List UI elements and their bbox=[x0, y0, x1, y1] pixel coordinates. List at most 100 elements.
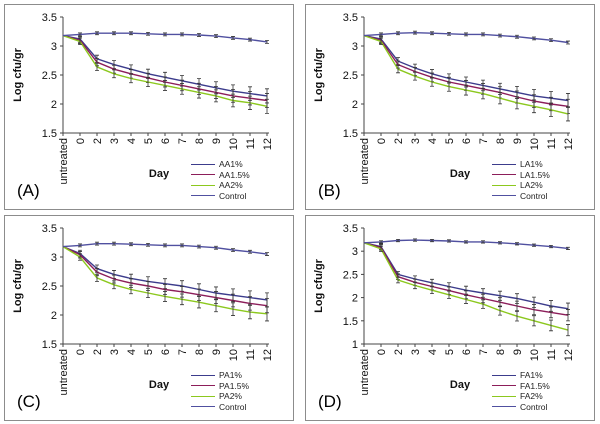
error-bar bbox=[413, 71, 417, 81]
legend-label: Control bbox=[520, 401, 548, 412]
y-tick-label: 3.5 bbox=[42, 12, 57, 24]
y-axis-label: Log cfu/gr bbox=[12, 47, 24, 101]
error-bar bbox=[498, 33, 502, 38]
error-bar bbox=[231, 248, 235, 252]
error-bar bbox=[379, 245, 383, 252]
x-tick-label: 0 bbox=[75, 138, 87, 144]
x-tick-label: untreated bbox=[359, 349, 371, 395]
x-axis-label: Day bbox=[149, 379, 170, 391]
y-tick-label: 3.5 bbox=[42, 223, 57, 235]
error-bar bbox=[265, 252, 269, 256]
error-bar bbox=[163, 80, 167, 91]
y-tick-label: 2 bbox=[51, 99, 57, 111]
x-tick-label: 7 bbox=[177, 138, 189, 144]
error-bar bbox=[566, 309, 570, 322]
panel-label: (B) bbox=[318, 181, 341, 200]
x-tick-label: untreated bbox=[58, 138, 70, 184]
legend-label: FA1% bbox=[520, 370, 543, 381]
y-tick-label: 3 bbox=[51, 252, 57, 264]
legend-entry: PA1.5% bbox=[191, 381, 249, 392]
y-tick-label: 1.5 bbox=[42, 128, 57, 140]
legend-swatch bbox=[191, 184, 215, 186]
legend-entry: Control bbox=[492, 402, 550, 413]
x-tick-label: 2 bbox=[92, 138, 104, 144]
legend-label: Control bbox=[520, 190, 548, 201]
y-tick-label: 1.5 bbox=[343, 128, 358, 140]
legend-entry: AA1% bbox=[191, 159, 250, 170]
error-bar bbox=[197, 244, 201, 249]
error-bar bbox=[447, 239, 451, 243]
y-axis-label: Log cfu/gr bbox=[12, 258, 24, 312]
y-tick-label: 2 bbox=[51, 310, 57, 322]
error-bar bbox=[265, 98, 269, 114]
error-bar bbox=[413, 30, 417, 35]
x-tick-label: 4 bbox=[126, 349, 138, 355]
y-tick-label: 2.5 bbox=[42, 70, 57, 82]
error-bar bbox=[464, 32, 468, 37]
x-tick-label: 10 bbox=[529, 138, 541, 150]
legend-label: PA2% bbox=[219, 391, 242, 402]
y-tick-label: 1.5 bbox=[42, 339, 57, 351]
x-tick-label: 5 bbox=[444, 138, 456, 144]
error-bar bbox=[146, 242, 150, 247]
error-bar bbox=[248, 95, 252, 110]
x-tick-label: 7 bbox=[177, 349, 189, 355]
error-bar bbox=[146, 31, 150, 36]
x-tick-label: 2 bbox=[92, 349, 104, 355]
x-tick-label: 11 bbox=[245, 138, 257, 149]
legend-swatch bbox=[492, 163, 516, 165]
error-bar bbox=[95, 241, 99, 246]
x-tick-label: 0 bbox=[376, 138, 388, 144]
chart-panel-a: 1.5 2 2.5 3 3.5 Log cfu/gr untreated 0 2 3 4 5 6 7 8 9 1… bbox=[4, 4, 294, 210]
error-bar bbox=[532, 243, 536, 247]
error-bar bbox=[265, 306, 269, 322]
error-bar bbox=[112, 280, 116, 290]
error-bar bbox=[413, 238, 417, 242]
chart-panel-b: 1.5 2 2.5 3 3.5 Log cfu/gr untreated 0 2 3 4 5 6 7 8 9 1… bbox=[305, 4, 595, 210]
error-bar bbox=[197, 33, 201, 37]
error-bar bbox=[430, 77, 434, 87]
panel-label: (A) bbox=[17, 181, 40, 200]
x-tick-label: 12 bbox=[262, 138, 274, 150]
error-bar bbox=[163, 291, 167, 302]
error-bar bbox=[515, 300, 519, 312]
legend-swatch bbox=[191, 385, 215, 387]
y-tick-label: 3 bbox=[352, 41, 358, 53]
legend: FA1% FA1.5% FA2% Control bbox=[492, 370, 550, 412]
panel-label: (C) bbox=[17, 392, 41, 411]
error-bar bbox=[515, 34, 519, 39]
error-bar bbox=[549, 102, 553, 117]
error-bar bbox=[112, 69, 116, 79]
error-bar bbox=[163, 243, 167, 248]
legend-label: FA1.5% bbox=[520, 380, 550, 391]
x-tick-label: 8 bbox=[194, 349, 206, 355]
error-bar bbox=[95, 62, 99, 71]
y-tick-label: 3 bbox=[51, 41, 57, 53]
x-tick-label: 3 bbox=[410, 349, 422, 355]
legend-entry: LA1.5% bbox=[492, 170, 550, 181]
y-tick-label: 3 bbox=[352, 246, 358, 258]
error-bar bbox=[532, 99, 536, 114]
legend-swatch bbox=[191, 395, 215, 397]
error-bar bbox=[197, 86, 201, 99]
error-bar bbox=[566, 246, 570, 250]
x-tick-label: 10 bbox=[228, 349, 240, 361]
error-bar bbox=[498, 92, 502, 105]
x-tick-label: 0 bbox=[376, 349, 388, 355]
error-bar bbox=[248, 304, 252, 320]
legend-swatch bbox=[191, 174, 215, 176]
error-bar bbox=[180, 32, 184, 37]
legend-swatch bbox=[492, 374, 516, 376]
error-bar bbox=[265, 40, 269, 44]
error-bar bbox=[379, 32, 383, 37]
legend-label: AA1% bbox=[219, 159, 243, 170]
x-axis-label: Day bbox=[149, 168, 170, 180]
error-bar bbox=[78, 243, 82, 248]
error-bar bbox=[248, 249, 252, 254]
error-bar bbox=[214, 89, 218, 103]
legend-label: LA1.5% bbox=[520, 169, 550, 180]
x-tick-label: 3 bbox=[109, 349, 121, 355]
